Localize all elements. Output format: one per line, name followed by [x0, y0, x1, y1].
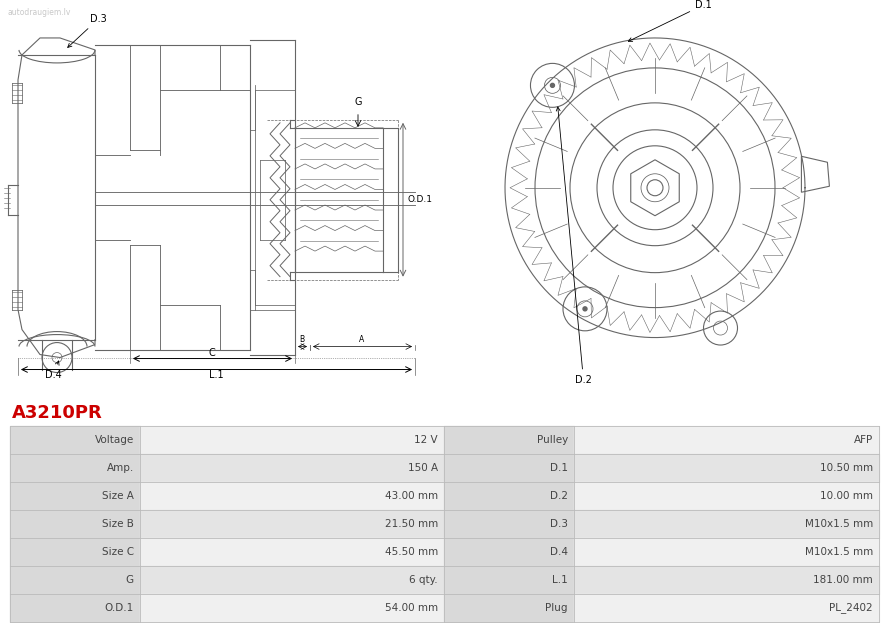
Text: 181.00 mm: 181.00 mm: [813, 575, 873, 585]
Text: D.1: D.1: [629, 0, 712, 41]
Polygon shape: [140, 426, 444, 454]
Text: D.2: D.2: [550, 491, 568, 501]
Polygon shape: [574, 482, 879, 510]
Text: 43.00 mm: 43.00 mm: [385, 491, 438, 501]
Text: AFP: AFP: [853, 435, 873, 445]
Text: D.4: D.4: [550, 547, 568, 557]
Polygon shape: [140, 510, 444, 538]
Text: PL_2402: PL_2402: [829, 602, 873, 614]
Polygon shape: [574, 426, 879, 454]
Text: 10.50 mm: 10.50 mm: [820, 463, 873, 473]
Polygon shape: [10, 566, 140, 594]
Polygon shape: [10, 426, 140, 454]
Polygon shape: [10, 594, 140, 622]
Text: D.1: D.1: [550, 463, 568, 473]
Circle shape: [550, 83, 555, 87]
Text: 45.50 mm: 45.50 mm: [385, 547, 438, 557]
Text: Size C: Size C: [102, 547, 134, 557]
Polygon shape: [444, 566, 574, 594]
Text: C: C: [209, 348, 215, 358]
Polygon shape: [444, 594, 574, 622]
Text: D.3: D.3: [68, 14, 107, 47]
Polygon shape: [140, 482, 444, 510]
Text: L.1: L.1: [209, 369, 223, 379]
Text: D.2: D.2: [557, 107, 592, 384]
Text: 12 V: 12 V: [414, 435, 438, 445]
Text: Pulley: Pulley: [537, 435, 568, 445]
Text: B: B: [300, 335, 305, 343]
Polygon shape: [10, 538, 140, 566]
Text: A: A: [359, 335, 364, 343]
Text: Voltage: Voltage: [95, 435, 134, 445]
Polygon shape: [444, 454, 574, 482]
Text: Plug: Plug: [546, 603, 568, 613]
Text: D.3: D.3: [550, 519, 568, 529]
Polygon shape: [140, 566, 444, 594]
Text: O.D.1: O.D.1: [105, 603, 134, 613]
Polygon shape: [444, 538, 574, 566]
Text: 21.50 mm: 21.50 mm: [385, 519, 438, 529]
Text: Size A: Size A: [102, 491, 134, 501]
Polygon shape: [444, 426, 574, 454]
Polygon shape: [140, 454, 444, 482]
Text: 6 qty.: 6 qty.: [409, 575, 438, 585]
Text: G: G: [354, 97, 362, 107]
Text: A3210PR: A3210PR: [12, 404, 103, 422]
Text: L.1: L.1: [552, 575, 568, 585]
Text: 10.00 mm: 10.00 mm: [820, 491, 873, 501]
Polygon shape: [574, 594, 879, 622]
Text: M10x1.5 mm: M10x1.5 mm: [805, 547, 873, 557]
Text: Size B: Size B: [102, 519, 134, 529]
Polygon shape: [574, 538, 879, 566]
Text: Amp.: Amp.: [107, 463, 134, 473]
Text: M10x1.5 mm: M10x1.5 mm: [805, 519, 873, 529]
Polygon shape: [140, 538, 444, 566]
Text: autodraugiem.lv: autodraugiem.lv: [8, 8, 71, 17]
Polygon shape: [444, 482, 574, 510]
Text: O.D.1: O.D.1: [408, 195, 433, 204]
Polygon shape: [574, 510, 879, 538]
Polygon shape: [140, 594, 444, 622]
Circle shape: [583, 307, 587, 311]
Text: G: G: [126, 575, 134, 585]
Text: 54.00 mm: 54.00 mm: [385, 603, 438, 613]
Text: 150 A: 150 A: [408, 463, 438, 473]
Polygon shape: [10, 510, 140, 538]
Polygon shape: [10, 482, 140, 510]
Text: D.4: D.4: [45, 361, 61, 379]
Polygon shape: [444, 510, 574, 538]
Polygon shape: [574, 566, 879, 594]
Polygon shape: [10, 454, 140, 482]
Polygon shape: [574, 454, 879, 482]
